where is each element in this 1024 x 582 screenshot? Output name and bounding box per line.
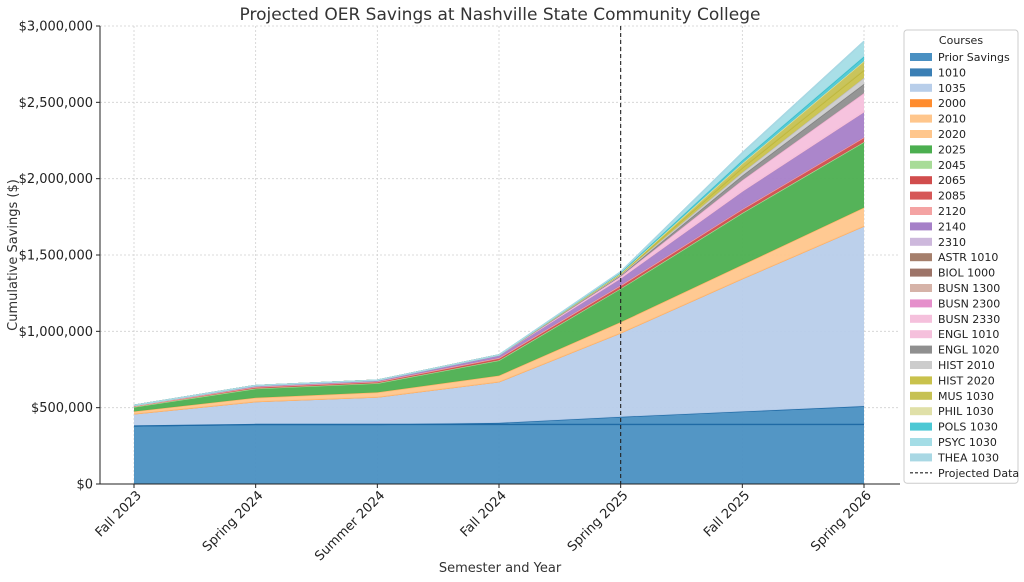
legend-swatch-busn-2330: [910, 314, 932, 323]
legend-label-thea-1030: THEA 1030: [937, 451, 999, 464]
x-tick-label: Summer 2024: [312, 488, 388, 564]
legend-swatch-mus-1030: [910, 391, 932, 400]
legend-label-busn-1300: BUSN 1300: [938, 282, 1000, 295]
legend-label-hist-2010: HIST 2010: [938, 359, 995, 372]
x-tick-label: Fall 2023: [93, 488, 145, 540]
legend-swatch-astr-1010: [910, 253, 932, 262]
legend-swatch-engl-1020: [910, 345, 932, 354]
legend-swatch-2000: [910, 99, 932, 108]
legend-label-2025: 2025: [938, 143, 966, 156]
legend-label-phil-1030: PHIL 1030: [938, 405, 994, 418]
y-tick-label: $2,500,000: [19, 96, 93, 111]
legend-swatch-2010: [910, 114, 932, 123]
legend-label-projected-data: Projected Data: [938, 467, 1019, 480]
legend-label-psyc-1030: PSYC 1030: [938, 436, 997, 449]
y-tick-label: $1,000,000: [19, 325, 93, 340]
legend-label-engl-1020: ENGL 1020: [938, 344, 999, 357]
legend-label-2065: 2065: [938, 174, 966, 187]
legend-swatch-2140: [910, 222, 932, 231]
legend-swatch-biol-1000: [910, 268, 932, 277]
line-1010: [133, 423, 864, 427]
legend-swatch-1035: [910, 83, 932, 92]
legend-swatch-busn-2300: [910, 299, 932, 308]
legend-swatch-engl-1010: [910, 330, 932, 339]
legend-swatch-2120: [910, 207, 932, 215]
y-tick-label: $3,000,000: [19, 20, 93, 35]
legend-label-astr-1010: ASTR 1010: [938, 251, 998, 264]
legend-swatch-psyc-1030: [910, 438, 932, 446]
legend-box: [903, 29, 1019, 484]
legend-label-hist-2020: HIST 2020: [938, 374, 995, 387]
legend-swatch-pols-1030: [910, 422, 932, 431]
area-1035: [134, 225, 864, 426]
legend-label-2045: 2045: [938, 159, 966, 172]
legend-label-engl-1010: ENGL 1010: [938, 328, 999, 341]
legend-label-busn-2330: BUSN 2330: [938, 313, 1000, 326]
x-tick-label: Spring 2024: [200, 488, 267, 555]
area-prior-savings: [134, 406, 864, 484]
y-tick-label: $1,500,000: [19, 249, 93, 264]
legend: Courses Prior Savings 1010 1035 2000 2010 2020…: [903, 29, 1019, 484]
x-axis-label: Semester and Year: [439, 561, 562, 576]
legend-label-2120: 2120: [938, 205, 966, 218]
legend-swatch-2025: [910, 145, 932, 154]
legend-swatch-2085: [910, 191, 932, 200]
legend-label-2000: 2000: [938, 97, 966, 110]
chart-title: Projected OER Savings at Nashville State…: [240, 5, 761, 25]
line-thea-1030: [133, 40, 865, 407]
legend-swatch-busn-1300: [910, 284, 932, 292]
legend-label-biol-1000: BIOL 1000: [938, 267, 995, 280]
legend-label-2020: 2020: [938, 128, 966, 141]
legend-swatch-phil-1030: [910, 407, 932, 416]
y-axis-label: Cumulative Savings ($): [6, 179, 21, 331]
x-tick-label: Fall 2025: [701, 488, 753, 540]
legend-label-prior-savings: Prior Savings: [938, 51, 1010, 64]
legend-label-1010: 1010: [938, 66, 966, 79]
areas: [133, 40, 865, 484]
y-tick-label: $0: [76, 478, 93, 493]
x-tick-label: Fall 2024: [458, 488, 510, 540]
legend-swatch-2065: [910, 176, 932, 185]
legend-swatch-hist-2010: [910, 361, 932, 369]
legend-label-mus-1030: MUS 1030: [938, 390, 994, 403]
legend-swatch-1010: [910, 68, 932, 77]
legend-label-1035: 1035: [938, 82, 966, 95]
legend-label-busn-2300: BUSN 2300: [938, 297, 1000, 310]
legend-label-2140: 2140: [938, 220, 966, 233]
legend-label-2010: 2010: [938, 113, 966, 126]
y-tick-label: $500,000: [31, 401, 93, 416]
legend-swatch-thea-1030: [910, 453, 932, 462]
legend-swatch-2020: [910, 130, 932, 138]
legend-title: Courses: [939, 34, 983, 47]
legend-label-pols-1030: POLS 1030: [938, 421, 998, 434]
x-tick-label: Spring 2025: [565, 488, 632, 555]
x-tick-label: Spring 2026: [808, 488, 875, 555]
legend-swatch-2045: [910, 160, 932, 169]
legend-swatch-hist-2020: [910, 376, 932, 385]
y-tick-label: $2,000,000: [19, 172, 93, 187]
legend-swatch-prior-savings: [910, 53, 932, 61]
legend-label-2085: 2085: [938, 190, 966, 203]
legend-swatch-2310: [910, 237, 932, 246]
legend-label-2310: 2310: [938, 236, 966, 249]
